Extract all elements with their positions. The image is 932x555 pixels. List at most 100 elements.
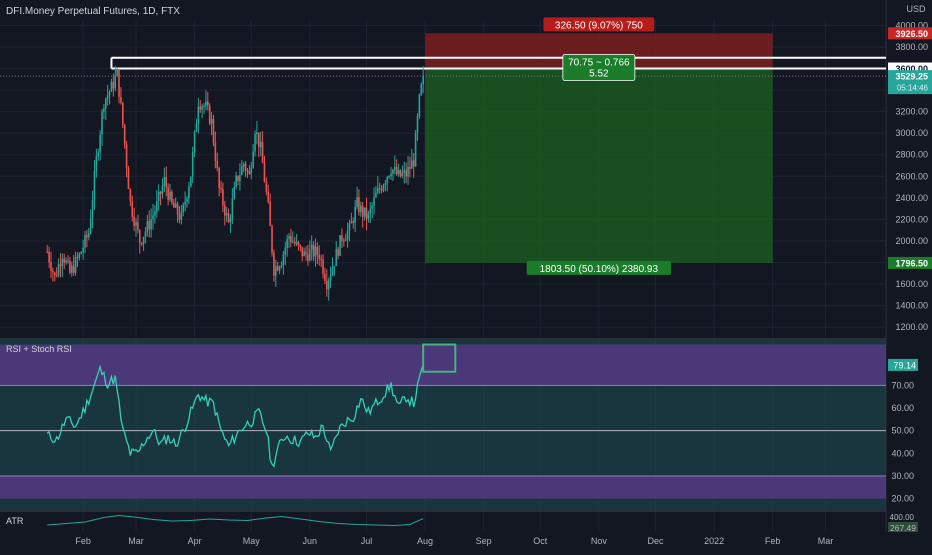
candle[interactable]	[369, 202, 372, 224]
candle[interactable]	[135, 218, 137, 237]
candle[interactable]	[155, 190, 158, 218]
candle[interactable]	[169, 183, 171, 202]
candle[interactable]	[161, 178, 164, 199]
candle[interactable]	[191, 146, 194, 184]
candle[interactable]	[120, 87, 122, 105]
candle[interactable]	[133, 207, 135, 232]
candle[interactable]	[233, 181, 236, 200]
candle[interactable]	[197, 97, 200, 134]
candle[interactable]	[303, 247, 305, 257]
candle[interactable]	[354, 199, 356, 232]
candle[interactable]	[174, 197, 177, 208]
candle[interactable]	[394, 155, 396, 175]
candle[interactable]	[309, 240, 311, 262]
candle[interactable]	[127, 166, 130, 190]
candle[interactable]	[63, 253, 66, 270]
candle[interactable]	[237, 175, 239, 186]
candle[interactable]	[377, 176, 379, 195]
take-profit-zone[interactable]	[425, 68, 773, 263]
candle[interactable]	[420, 82, 423, 96]
candle[interactable]	[241, 159, 243, 176]
candle[interactable]	[121, 102, 124, 128]
candle[interactable]	[193, 130, 196, 157]
candle[interactable]	[55, 267, 58, 278]
candles-layer[interactable]	[46, 65, 424, 301]
candle[interactable]	[69, 256, 71, 275]
price-axis[interactable]: USD1200.001400.001600.001800.002000.0022…	[887, 0, 932, 550]
candle[interactable]	[199, 100, 202, 113]
candle[interactable]	[182, 202, 185, 217]
candle[interactable]	[57, 258, 60, 278]
candle[interactable]	[324, 267, 326, 284]
candle[interactable]	[112, 73, 115, 97]
candle[interactable]	[229, 214, 232, 234]
candle[interactable]	[48, 246, 50, 269]
candle[interactable]	[157, 184, 160, 211]
candle[interactable]	[125, 140, 128, 178]
candle[interactable]	[259, 131, 262, 157]
candle[interactable]	[326, 269, 328, 297]
candle[interactable]	[275, 259, 277, 287]
rsi-pane[interactable]: RSI + Stoch RSI	[0, 340, 886, 510]
candle[interactable]	[365, 197, 368, 231]
candle[interactable]	[93, 160, 96, 210]
candle[interactable]	[106, 84, 109, 106]
candle[interactable]	[165, 166, 168, 197]
candle[interactable]	[242, 162, 245, 172]
candle[interactable]	[150, 208, 152, 238]
candle[interactable]	[282, 250, 285, 275]
rsi-highlight-box[interactable]	[422, 343, 457, 373]
candle[interactable]	[346, 222, 349, 248]
candle[interactable]	[348, 219, 351, 242]
candle[interactable]	[361, 201, 364, 228]
candle[interactable]	[375, 185, 377, 198]
candle[interactable]	[343, 237, 345, 247]
candle[interactable]	[188, 181, 190, 205]
candle[interactable]	[276, 261, 279, 272]
candle[interactable]	[84, 231, 86, 254]
candle[interactable]	[163, 167, 166, 192]
candle[interactable]	[401, 165, 404, 179]
candle[interactable]	[227, 208, 230, 224]
candle[interactable]	[352, 217, 355, 229]
candle[interactable]	[110, 78, 113, 92]
candle[interactable]	[295, 233, 298, 247]
atr-pane[interactable]: ATR	[6, 514, 424, 527]
candle[interactable]	[167, 183, 169, 206]
stop-price-tag[interactable]: 3926.50	[888, 27, 932, 40]
candle[interactable]	[263, 155, 266, 183]
candle[interactable]	[108, 90, 111, 105]
candle[interactable]	[371, 202, 373, 219]
candle[interactable]	[220, 180, 222, 194]
candle[interactable]	[140, 242, 143, 247]
candle[interactable]	[344, 233, 347, 242]
candle[interactable]	[386, 175, 389, 192]
target-price-tag[interactable]: 1796.50	[888, 256, 932, 269]
candle[interactable]	[214, 131, 217, 169]
candle[interactable]	[235, 171, 237, 190]
candle[interactable]	[290, 228, 292, 248]
candle[interactable]	[180, 205, 183, 225]
candle[interactable]	[218, 166, 220, 197]
candle[interactable]	[292, 231, 294, 244]
candle[interactable]	[327, 277, 330, 301]
candle[interactable]	[172, 199, 175, 208]
candle[interactable]	[333, 265, 336, 277]
candle[interactable]	[78, 252, 81, 261]
candle[interactable]	[142, 236, 145, 251]
candle[interactable]	[358, 189, 360, 216]
candle[interactable]	[101, 108, 103, 147]
candle[interactable]	[316, 242, 319, 265]
candle[interactable]	[422, 66, 424, 94]
candle[interactable]	[397, 163, 400, 178]
candle[interactable]	[152, 203, 154, 230]
candle[interactable]	[280, 261, 283, 269]
candle[interactable]	[382, 183, 385, 193]
candle[interactable]	[176, 201, 179, 223]
candle[interactable]	[403, 161, 406, 184]
candle[interactable]	[350, 212, 353, 224]
candle[interactable]	[312, 241, 315, 261]
candle[interactable]	[378, 182, 381, 194]
candle[interactable]	[99, 130, 101, 161]
